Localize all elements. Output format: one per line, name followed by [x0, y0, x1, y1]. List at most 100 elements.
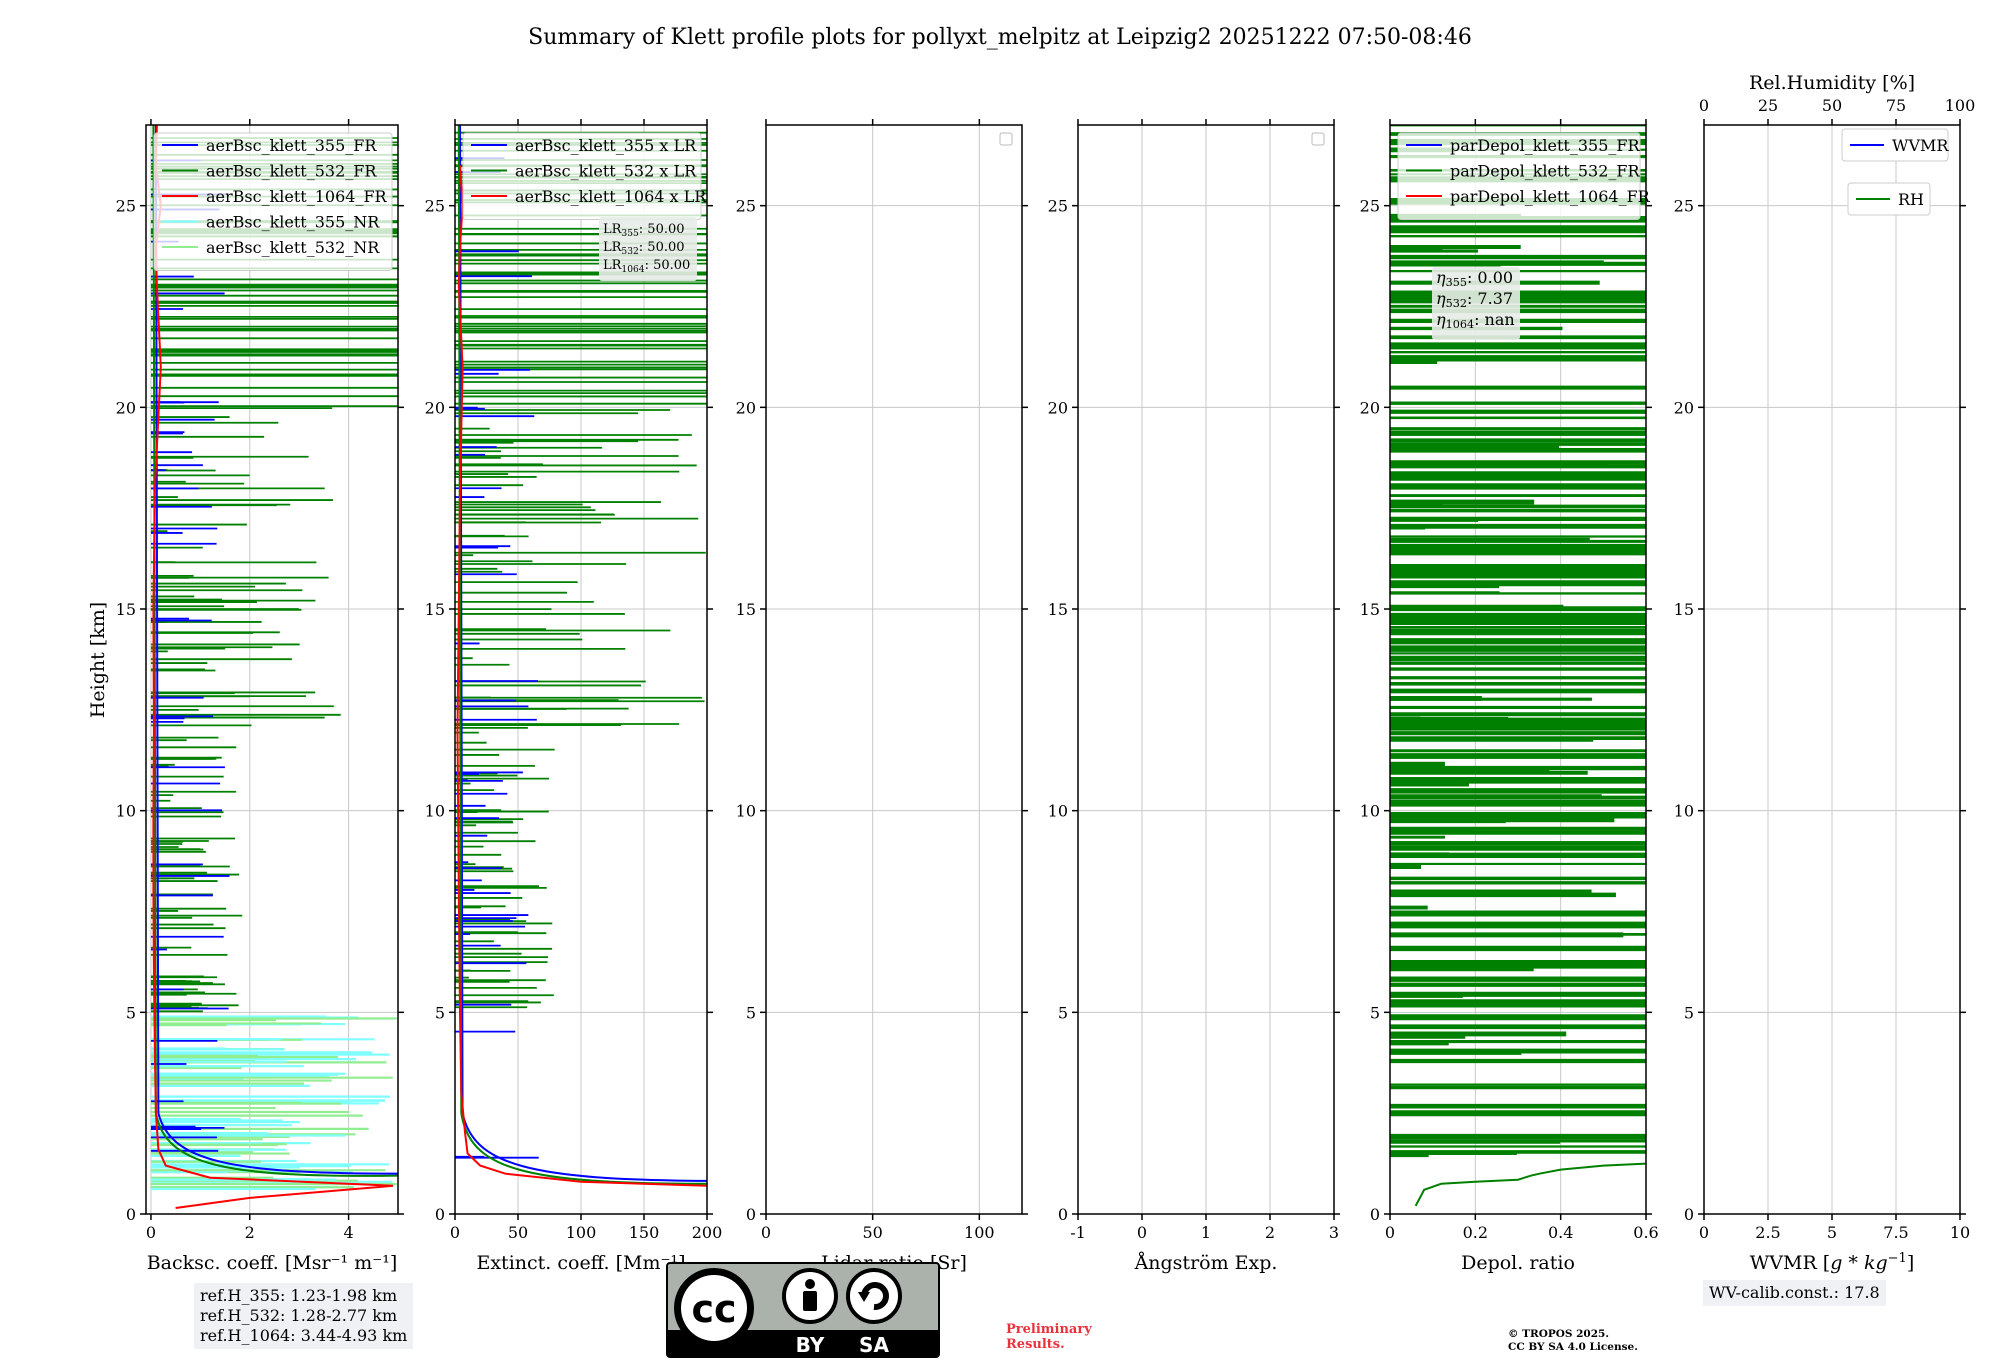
tropos-license-note: © TROPOS 2025. CC BY SA 4.0 License. [1508, 1328, 1638, 1354]
y-tick-label: 10 [1360, 802, 1380, 821]
x-tick-label: 5 [1827, 1223, 1837, 1242]
legend-label: RH [1898, 190, 1924, 209]
legend-label: aerBsc_klett_355_FR [206, 136, 377, 155]
x-tick-label: 200 [692, 1223, 723, 1242]
x-tick-label: 0.2 [1463, 1223, 1488, 1242]
y-tick-label: 25 [1048, 197, 1068, 216]
annotation-line: η1064: nan [1436, 310, 1515, 331]
legend-label: aerBsc_klett_355 x LR [515, 136, 697, 155]
tropos-license: CC BY SA 4.0 License. [1508, 1341, 1638, 1353]
blue-355-line [459, 125, 707, 1182]
annotation-subscript: 355 [621, 229, 639, 239]
blue-355-line [154, 125, 398, 1175]
y-tick-label: 10 [1048, 802, 1068, 821]
plot-area [146, 125, 398, 1214]
legend-label: parDepol_klett_355_FR [1450, 136, 1641, 155]
legend-label: WVMR [1892, 136, 1949, 155]
x-tick-label: 0 [761, 1223, 771, 1242]
legend-box [1397, 132, 1641, 220]
panel-lidar-ratio: 0501000510152025Lidar ratio [Sr] [736, 119, 1028, 1274]
x2-tick-label: 0 [1699, 96, 1709, 115]
x-tick-label: 100 [566, 1223, 597, 1242]
annotation-box [599, 217, 697, 281]
sa-share-icon [846, 1268, 902, 1324]
cc-by-sa-badge[interactable]: cc BY SA [666, 1262, 940, 1358]
legend-box [1841, 128, 1949, 162]
annotation-value: : 50.00 [645, 258, 691, 273]
figure-title: Summary of Klett profile plots for polly… [528, 25, 1472, 50]
y-tick-label: 0 [1370, 1205, 1380, 1224]
y-tick-label: 25 [1674, 197, 1694, 216]
x-tick-label: 7.5 [1883, 1223, 1908, 1242]
x-axis-label: Ångström Exp. [1134, 1252, 1278, 1274]
x-tick-label: 150 [629, 1223, 660, 1242]
x2-tick-label: 25 [1758, 96, 1778, 115]
x-tick-label: 2 [245, 1223, 255, 1242]
cc-logo-text: cc [691, 1287, 736, 1331]
legend-label: aerBsc_klett_1064_FR [206, 187, 388, 206]
wv-calibration-box: WV-calib.const.: 17.8 [1703, 1280, 1886, 1306]
x-tick-label: 0.4 [1548, 1223, 1573, 1242]
sa-share-arc-icon [861, 1282, 889, 1311]
annotation-subscript: 532 [1446, 297, 1467, 310]
y-tick-label: 5 [1058, 1003, 1068, 1022]
annotation-subscript: 1064 [1446, 318, 1474, 331]
annotation-symbol: η [1436, 289, 1446, 308]
y-tick-label: 15 [1048, 600, 1068, 619]
reference-height-box: ref.H_355: 1.23-1.98 km ref.H_532: 1.28-… [194, 1283, 414, 1349]
panel-extinction: 0 50 100 150 200 0 5 10 15 20 25 Extinct. coeff. [M… [425, 119, 723, 1274]
x-tick-label: 0 [450, 1223, 460, 1242]
preliminary-line-2: Results. [1006, 1337, 1065, 1352]
x-axis-label-part: WVMR [ [1750, 1252, 1830, 1274]
x-tick-label: 100 [964, 1223, 995, 1242]
green-532-line [152, 125, 398, 1177]
plot-area [1704, 125, 1960, 1214]
legend-label: parDepol_klett_532_FR [1450, 162, 1641, 181]
preliminary-line-1: Preliminary [1006, 1322, 1092, 1337]
x-tick-label: 50 [508, 1223, 528, 1242]
axes-frame [1389, 124, 1647, 1215]
series-line-aerbsc-klett-1064-x-lr [456, 165, 707, 1187]
y-tick-label: 25 [1360, 197, 1380, 216]
annotation-value: : 50.00 [639, 240, 685, 255]
y-tick-label: 25 [116, 197, 136, 216]
annotation-subscript: 355 [1446, 276, 1467, 289]
y-tick-label: 10 [1674, 802, 1694, 821]
y-tick-label: 15 [116, 600, 136, 619]
x2-axis-label: Rel.Humidity [%] [1749, 72, 1915, 94]
x-axis-label-end: ] [1907, 1252, 1914, 1274]
y-tick-label: 5 [746, 1003, 756, 1022]
y-tick-label: 5 [126, 1003, 136, 1022]
x-tick-label: -1 [1070, 1223, 1086, 1242]
y-tick-label: 10 [736, 802, 756, 821]
y-tick-label: 20 [736, 398, 756, 417]
y-tick-label: 0 [435, 1205, 445, 1224]
x-tick-label: 0 [1137, 1223, 1147, 1242]
annotation-line: LR1064: 50.00 [603, 258, 690, 275]
preliminary-results-note: Preliminary Results. [1006, 1322, 1092, 1352]
y-tick-label: 10 [425, 802, 445, 821]
sa-share-arrow-icon [858, 1292, 870, 1302]
annotation-line: LR355: 50.00 [603, 222, 685, 239]
ref-height-532: ref.H_532: 1.28-2.77 km [200, 1306, 398, 1325]
y-tick-label: 5 [435, 1003, 445, 1022]
annotation-line: LR532: 50.00 [603, 240, 685, 257]
y-tick-label: 0 [126, 1205, 136, 1224]
panel-backscatter: 0 2 4 0 5 10 15 20 25 Backsc. coeff. [Msr⁻¹ m⁻¹] a… [116, 119, 404, 1274]
annotation-line: η355: 0.00 [1436, 268, 1513, 289]
y-tick-label: 20 [116, 398, 136, 417]
y-tick-label: 20 [425, 398, 445, 417]
by-person-head-icon [805, 1279, 815, 1289]
cc-logo-face [681, 1275, 747, 1341]
series-line-pardepol-klett-532-fr [1414, 1162, 1646, 1207]
x-tick-label: 2.5 [1755, 1223, 1780, 1242]
plot-area [766, 125, 1022, 1214]
by-person-body-icon [803, 1291, 817, 1311]
y-tick-label: 0 [746, 1205, 756, 1224]
x-tick-label: 1 [1201, 1223, 1211, 1242]
x-tick-label: 0.6 [1633, 1223, 1658, 1242]
